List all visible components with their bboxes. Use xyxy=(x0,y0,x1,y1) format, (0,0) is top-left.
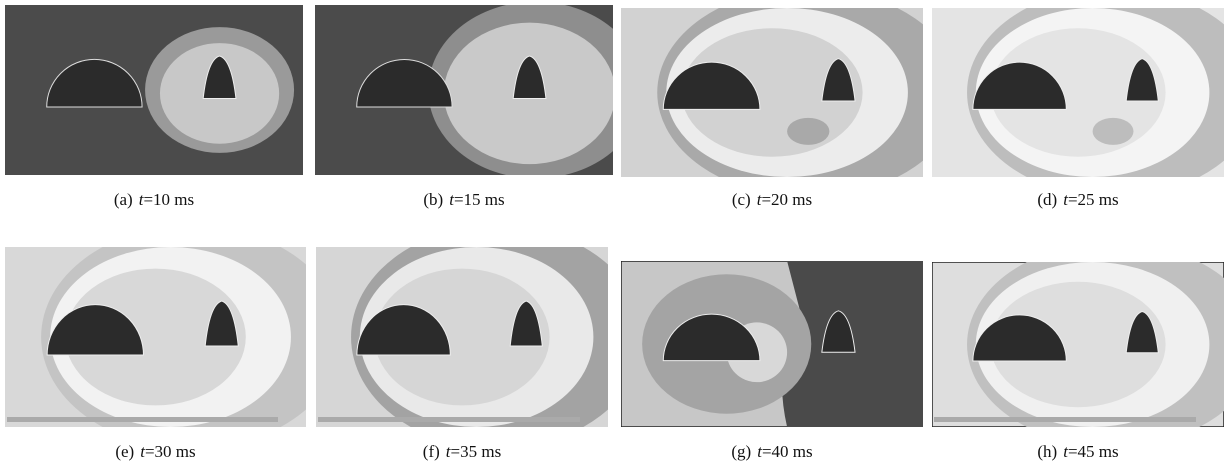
caption-time: =10 ms xyxy=(143,190,194,209)
caption: (g)t=40 ms xyxy=(731,442,812,461)
caption-label: (g) xyxy=(731,442,751,461)
caption-label: (f) xyxy=(423,442,440,461)
caption-time: =45 ms xyxy=(1068,442,1119,461)
color-bar xyxy=(318,417,580,422)
caption: (c)t=20 ms xyxy=(732,190,812,209)
panel: (c)t=20 ms xyxy=(621,0,959,209)
caption-time: =25 ms xyxy=(1068,190,1119,209)
caption: (d)t=25 ms xyxy=(1037,190,1118,209)
panel: (h)t=45 ms xyxy=(932,242,1228,461)
panel: (g)t=40 ms xyxy=(621,261,923,461)
simulation-image xyxy=(5,225,342,448)
caption-label: (a) xyxy=(114,190,133,209)
figure: (a)t=10 ms (b)t=15 ms (c)t=20 ms (d)t=25 ms… xyxy=(0,0,1228,467)
caption: (f)t=35 ms xyxy=(423,442,501,461)
caption-label: (b) xyxy=(423,190,443,209)
caption-time: =35 ms xyxy=(451,442,502,461)
simulation-image xyxy=(932,242,1228,447)
caption-time: =15 ms xyxy=(454,190,505,209)
caption: (e)t=30 ms xyxy=(115,442,195,461)
panel: (e)t=30 ms xyxy=(5,225,342,461)
simulation-image xyxy=(315,2,643,179)
caption: (h)t=45 ms xyxy=(1037,442,1118,461)
caption-time: =20 ms xyxy=(761,190,812,209)
caption-label: (e) xyxy=(115,442,134,461)
caption-time: =40 ms xyxy=(762,442,813,461)
caption-time: =30 ms xyxy=(145,442,196,461)
caption-label: (c) xyxy=(732,190,751,209)
panel: (a)t=10 ms xyxy=(5,5,303,209)
caption: (b)t=15 ms xyxy=(423,190,504,209)
contour xyxy=(787,118,829,145)
contour xyxy=(1093,118,1134,145)
simulation-image xyxy=(932,0,1228,197)
panel: (f)t=35 ms xyxy=(316,225,643,461)
caption-label: (d) xyxy=(1037,190,1057,209)
panel: (d)t=25 ms xyxy=(932,0,1228,209)
simulation-image xyxy=(316,225,643,448)
panel: (b)t=15 ms xyxy=(315,2,643,209)
simulation-image xyxy=(621,261,923,427)
caption: (a)t=10 ms xyxy=(114,190,194,209)
color-bar xyxy=(7,417,278,422)
color-bar xyxy=(934,417,1196,422)
simulation-image xyxy=(5,5,303,175)
caption-label: (h) xyxy=(1037,442,1057,461)
simulation-image xyxy=(621,0,959,197)
